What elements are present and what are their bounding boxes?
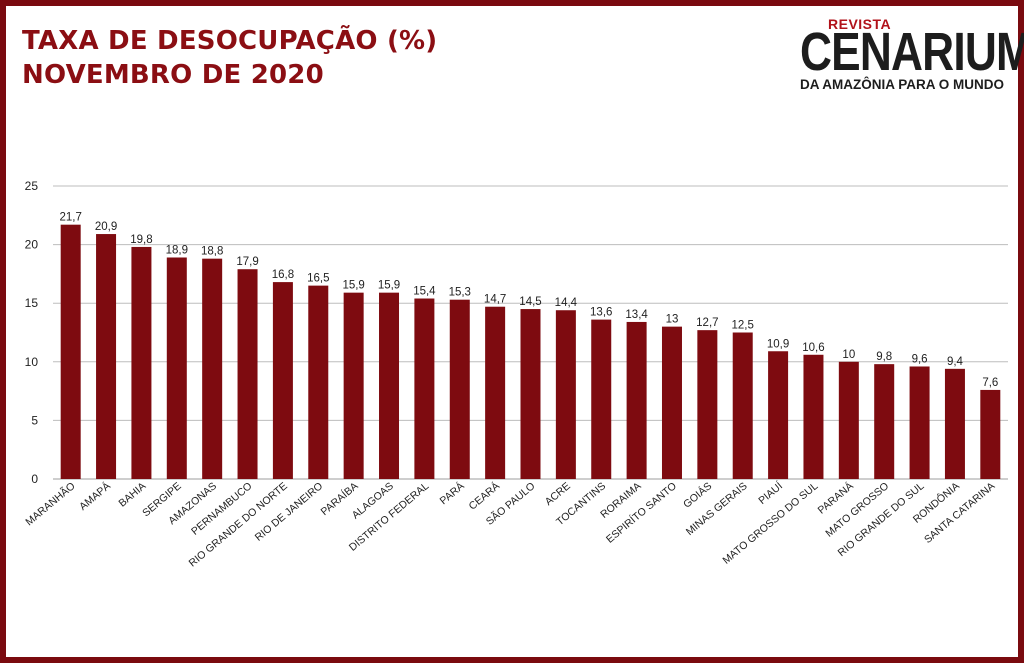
data-label: 13,6: [590, 307, 612, 319]
data-label: 13,4: [625, 309, 648, 321]
bar: [732, 332, 753, 479]
x-tick-label: BAHIA: [116, 480, 148, 509]
data-label: 20,9: [95, 221, 117, 233]
y-tick-label: 15: [25, 296, 39, 310]
y-tick-label: 5: [31, 413, 38, 427]
data-label: 10,6: [802, 342, 824, 354]
y-tick-label: 0: [31, 472, 38, 486]
bar: [202, 258, 223, 479]
data-label: 7,6: [982, 377, 998, 389]
bar: [343, 292, 364, 479]
data-label: 12,7: [696, 317, 718, 329]
data-label: 9,4: [947, 356, 964, 368]
bar: [96, 234, 117, 479]
bar: [131, 246, 152, 479]
x-tick-label: PARÁ: [437, 479, 467, 507]
data-label: 18,8: [201, 246, 223, 258]
data-label: 10,9: [767, 338, 789, 350]
logo-kicker: REVISTA: [828, 16, 892, 32]
bar: [626, 321, 647, 479]
data-label: 18,9: [166, 244, 188, 256]
data-label: 15,9: [342, 280, 364, 292]
bar: [272, 282, 293, 479]
data-label: 16,5: [307, 273, 329, 285]
data-label: 15,9: [378, 280, 400, 292]
brand-logo: REVISTA CENARIUM DA AMAZÔNIA PARA O MUND…: [798, 14, 1024, 100]
data-label: 12,5: [732, 320, 754, 332]
logo-tagline: DA AMAZÔNIA PARA O MUNDO: [800, 77, 1004, 92]
y-tick-label: 20: [25, 238, 39, 252]
bar: [661, 326, 682, 479]
chart-title: TAXA DE DESOCUPAÇÃO (%): [22, 26, 438, 56]
bar: [803, 354, 824, 479]
data-label: 16,8: [272, 269, 294, 281]
x-tick-label: GOIÁS: [680, 479, 714, 510]
bar: [980, 389, 1001, 479]
bar: [308, 285, 329, 479]
bar: [166, 257, 187, 479]
bar: [768, 351, 789, 479]
data-label: 9,8: [876, 351, 892, 363]
data-label: 14,4: [555, 297, 578, 309]
bar: [414, 298, 435, 479]
bar: [944, 368, 965, 479]
bar: [485, 306, 506, 479]
x-tick-label: MARANHÃO: [23, 479, 78, 528]
bar: [379, 292, 400, 479]
bar: [838, 361, 859, 479]
data-label: 10: [842, 349, 855, 361]
bar: [520, 309, 541, 479]
data-label: 9,6: [912, 353, 928, 365]
chart-subtitle: NOVEMBRO DE 2020: [22, 60, 324, 90]
bar: [591, 319, 612, 479]
data-label: 21,7: [59, 212, 81, 224]
bar: [555, 310, 576, 479]
x-tick-label: MINAS GERAIS: [684, 480, 750, 538]
data-label: 14,5: [519, 296, 541, 308]
x-tick-label: AMAPÁ: [76, 479, 113, 513]
bar: [909, 366, 930, 479]
x-tick-label: ACRE: [543, 480, 573, 508]
x-tick-label: PERNAMBUCO: [189, 480, 254, 538]
data-label: 19,8: [130, 234, 152, 246]
bar: [449, 299, 470, 479]
y-tick-label: 25: [25, 179, 39, 193]
data-label: 17,9: [236, 256, 258, 268]
bar: [237, 269, 258, 479]
bar: [60, 224, 81, 479]
logo-name: CENARIUM: [800, 22, 1024, 82]
data-label: 15,4: [413, 286, 436, 298]
data-label: 14,7: [484, 294, 506, 306]
data-label: 13: [666, 314, 679, 326]
y-tick-label: 10: [25, 355, 39, 369]
bar: [874, 364, 895, 479]
x-tick-label: PIAUÍ: [756, 479, 785, 507]
data-label: 15,3: [449, 287, 471, 299]
bar: [697, 330, 718, 479]
